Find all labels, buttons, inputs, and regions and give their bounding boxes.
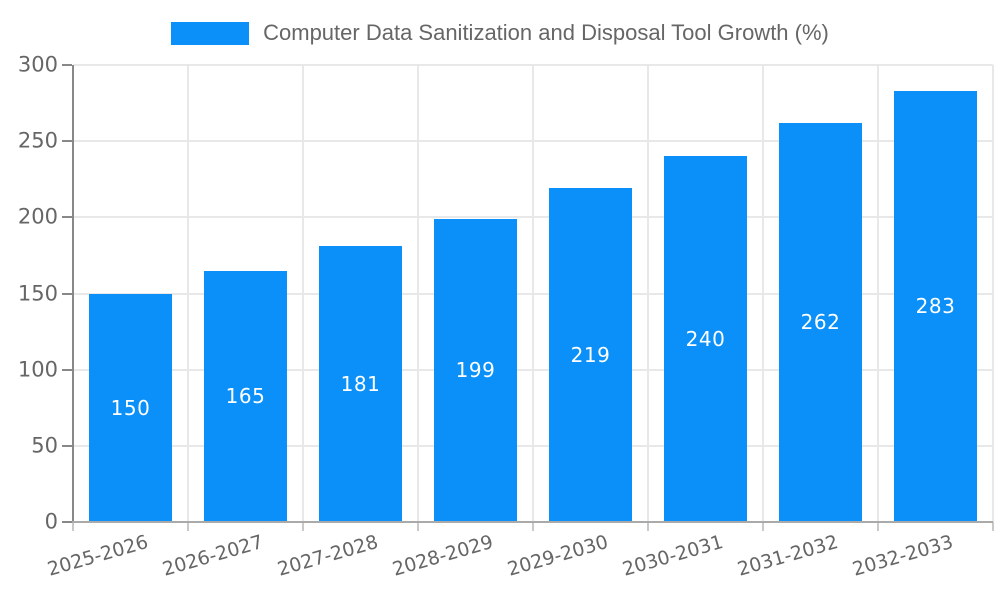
x-gridline xyxy=(302,65,304,522)
bar-value-label: 219 xyxy=(570,343,611,368)
x-gridline xyxy=(417,65,419,522)
x-gridline xyxy=(877,65,879,522)
bar-value-label: 165 xyxy=(225,384,266,409)
x-gridline xyxy=(187,65,189,522)
x-category-label-text: 2032-2033 xyxy=(849,531,956,581)
x-tick xyxy=(72,522,74,531)
y-tick-label: 200 xyxy=(17,204,58,229)
legend-swatch xyxy=(171,21,250,45)
bar-value-label: 150 xyxy=(110,395,151,420)
y-axis-line xyxy=(72,65,74,522)
x-category-label-text: 2027-2028 xyxy=(274,531,381,581)
x-tick xyxy=(532,522,534,531)
x-tick xyxy=(647,522,649,531)
x-category-label-text: 2031-2032 xyxy=(734,531,841,581)
x-tick xyxy=(762,522,764,531)
x-tick xyxy=(187,522,189,531)
bar xyxy=(894,90,977,522)
bar xyxy=(319,246,402,522)
x-category-label-text: 2026-2027 xyxy=(159,531,266,581)
bar xyxy=(779,122,862,522)
bar-value-label: 181 xyxy=(340,372,381,397)
x-category-label-text: 2030-2031 xyxy=(619,531,726,581)
x-gridline xyxy=(532,65,534,522)
y-tick-label: 250 xyxy=(17,128,58,153)
y-tick xyxy=(62,140,72,143)
x-gridline xyxy=(762,65,764,522)
x-axis-line xyxy=(72,521,993,523)
bar-value-label: 199 xyxy=(455,358,496,383)
y-tick xyxy=(62,64,72,66)
x-gridline xyxy=(647,65,649,522)
x-category-label-text: 2025-2026 xyxy=(44,531,151,581)
y-tick-label: 150 xyxy=(17,281,58,306)
bar-value-label: 262 xyxy=(800,310,841,335)
bar xyxy=(204,270,287,522)
plot-area: 0 50 100 150 200 250 300 150 2025-2026 165 2026-20… xyxy=(18,53,994,581)
bar xyxy=(549,188,632,522)
y-tick-label: 100 xyxy=(17,357,58,382)
bar xyxy=(89,293,172,522)
chart-legend[interactable]: Computer Data Sanitization and Disposal … xyxy=(0,20,1000,46)
y-tick-label: 300 xyxy=(17,52,58,77)
bar-value-label: 283 xyxy=(915,294,956,319)
x-tick xyxy=(417,522,419,531)
bar xyxy=(434,218,517,522)
y-tick xyxy=(62,521,72,523)
bar-value-label: 240 xyxy=(685,327,726,352)
x-tick xyxy=(302,522,304,531)
y-tick xyxy=(62,216,72,219)
x-gridline xyxy=(992,65,994,522)
x-tick xyxy=(877,522,879,531)
x-tick xyxy=(992,522,994,531)
y-tick-label: 50 xyxy=(31,433,58,458)
bar xyxy=(664,156,747,522)
y-tick xyxy=(62,292,72,295)
x-category-label-text: 2029-2030 xyxy=(504,531,611,581)
y-tick xyxy=(62,368,72,371)
chart-title: Computer Data Sanitization and Disposal … xyxy=(263,20,829,45)
y-tick-label: 0 xyxy=(44,509,58,534)
x-category-label-text: 2028-2029 xyxy=(389,531,496,581)
y-tick xyxy=(62,444,72,447)
